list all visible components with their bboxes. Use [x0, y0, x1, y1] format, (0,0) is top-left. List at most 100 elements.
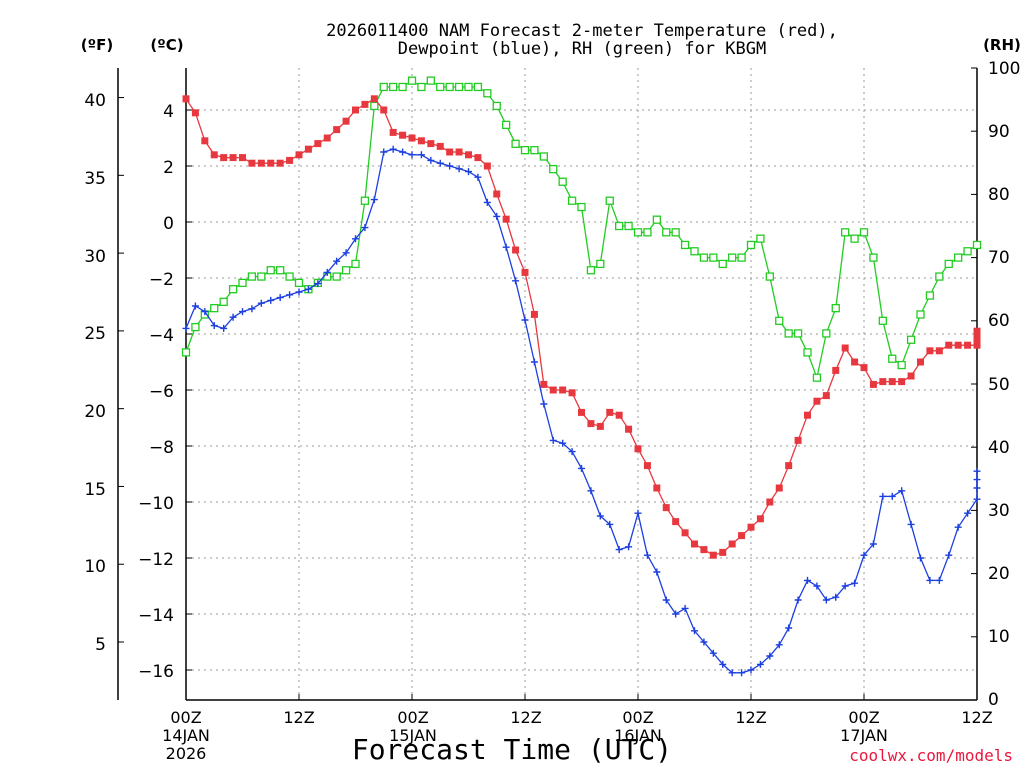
- dewpoint-point: [935, 576, 943, 584]
- rh-point: [916, 310, 925, 319]
- rh-point: [605, 196, 614, 205]
- temperature-point: [502, 215, 510, 223]
- temperature-point: [869, 380, 877, 388]
- temperature-point: [785, 462, 793, 470]
- temperature-point: [907, 372, 915, 380]
- rh-point: [586, 266, 596, 275]
- dewpoint-point: [361, 224, 369, 232]
- dewpoint-point: [954, 523, 962, 531]
- dewpoint-point: [785, 624, 793, 632]
- rh-point: [210, 304, 219, 313]
- rh-point: [539, 152, 548, 161]
- rh-point: [417, 82, 426, 92]
- temperature-point: [549, 386, 557, 394]
- rh-point: [850, 234, 859, 243]
- chart-title-line-1: 2026011400 NAM Forecast 2-meter Temperat…: [326, 21, 838, 41]
- dewpoint-point: [389, 145, 397, 153]
- dewpoint-point: [643, 551, 651, 559]
- rh-point: [963, 247, 972, 256]
- source-credit[interactable]: coolwx.com/models: [849, 746, 1013, 765]
- rh-tick-label: 0: [988, 690, 999, 710]
- rh-point: [737, 253, 746, 262]
- dewpoint-point: [333, 257, 341, 265]
- rh-point: [454, 82, 464, 92]
- temperature-point: [399, 131, 407, 139]
- rh-point: [407, 76, 417, 85]
- rh-tick-label: 100: [988, 59, 1020, 79]
- rh-point: [803, 348, 812, 357]
- dewpoint-point: [474, 173, 482, 181]
- temperature-point: [851, 358, 859, 366]
- dewpoint-point: [446, 162, 454, 170]
- rh-point: [746, 240, 756, 250]
- temperature-point: [738, 532, 746, 540]
- dewpoint-point: [323, 268, 331, 276]
- rh-point: [859, 228, 869, 237]
- rh-tick-label: 20: [988, 564, 1010, 584]
- x-tick-hour-label: 00Z: [397, 708, 428, 727]
- temperature-point: [728, 540, 736, 548]
- c-tick-label: 4: [163, 102, 174, 122]
- rh-point: [709, 253, 718, 262]
- dewpoint-point: [945, 551, 953, 559]
- rh-point: [793, 329, 803, 338]
- dewpoint-point: [681, 604, 689, 612]
- x-tick-hour-label: 12Z: [961, 708, 992, 727]
- rh-point: [643, 228, 652, 237]
- temperature-point: [474, 154, 482, 162]
- fahrenheit-axis: 40 35 30 25 20 15 10 5: [84, 91, 106, 655]
- rh-point: [888, 354, 897, 363]
- dewpoint-point: [719, 660, 727, 668]
- temperature-point: [389, 128, 397, 136]
- temperature-point: [898, 378, 906, 386]
- dewpoint-point: [964, 509, 972, 517]
- temperature-point: [634, 445, 642, 453]
- dewpoint-point: [615, 546, 623, 554]
- temperature-point: [587, 420, 595, 428]
- temperature-point: [719, 548, 727, 556]
- temperature-point: [681, 529, 689, 537]
- rh-point: [511, 139, 520, 148]
- temperature-point: [653, 484, 661, 492]
- temperature-point: [314, 140, 322, 148]
- rh-point: [765, 272, 774, 281]
- temperature-point: [625, 425, 633, 433]
- x-tick-year-label: 2026: [166, 744, 207, 763]
- rh-point: [567, 196, 577, 205]
- chart-title-line-2: Dewpoint (blue), RH (green) for KBGM: [398, 39, 766, 59]
- f-tick-label: 25: [84, 324, 106, 344]
- c-tick-label: −8: [149, 438, 174, 458]
- f-tick-label: 30: [84, 247, 106, 267]
- temperature-point: [747, 523, 755, 531]
- temperature-point: [973, 336, 981, 344]
- rh-point: [549, 164, 558, 174]
- temperature-point: [370, 95, 378, 103]
- rh-point: [652, 215, 661, 224]
- temperature-point: [709, 551, 717, 559]
- rh-point: [445, 82, 454, 92]
- temperature-point: [700, 546, 708, 554]
- temperature-point: [380, 106, 388, 114]
- dewpoint-point: [408, 151, 416, 159]
- temperature-point: [352, 106, 359, 114]
- rh-unit-label: (RH): [983, 36, 1021, 54]
- rh-point: [379, 82, 388, 92]
- temperature-point: [333, 126, 341, 134]
- dewpoint-line: [185, 148, 978, 674]
- dewpoint-point: [973, 495, 981, 503]
- rh-point: [690, 247, 699, 256]
- rh-tick-label: 30: [988, 501, 1010, 521]
- x-tick-hour-label: 00Z: [170, 708, 201, 727]
- dewpoint-point: [606, 520, 614, 528]
- rh-point: [483, 89, 492, 98]
- rh-point: [699, 253, 709, 262]
- dewpoint-point: [596, 512, 604, 520]
- temperature-point: [615, 411, 623, 419]
- rh-tick-label: 60: [988, 311, 1010, 331]
- rh-point: [878, 316, 887, 325]
- c-tick-label: −10: [138, 494, 174, 514]
- temperature-point: [361, 100, 369, 108]
- rh-axis: 100 90 80 70 60 50 40 30 20 10 0: [988, 59, 1020, 710]
- rh-point: [577, 202, 586, 212]
